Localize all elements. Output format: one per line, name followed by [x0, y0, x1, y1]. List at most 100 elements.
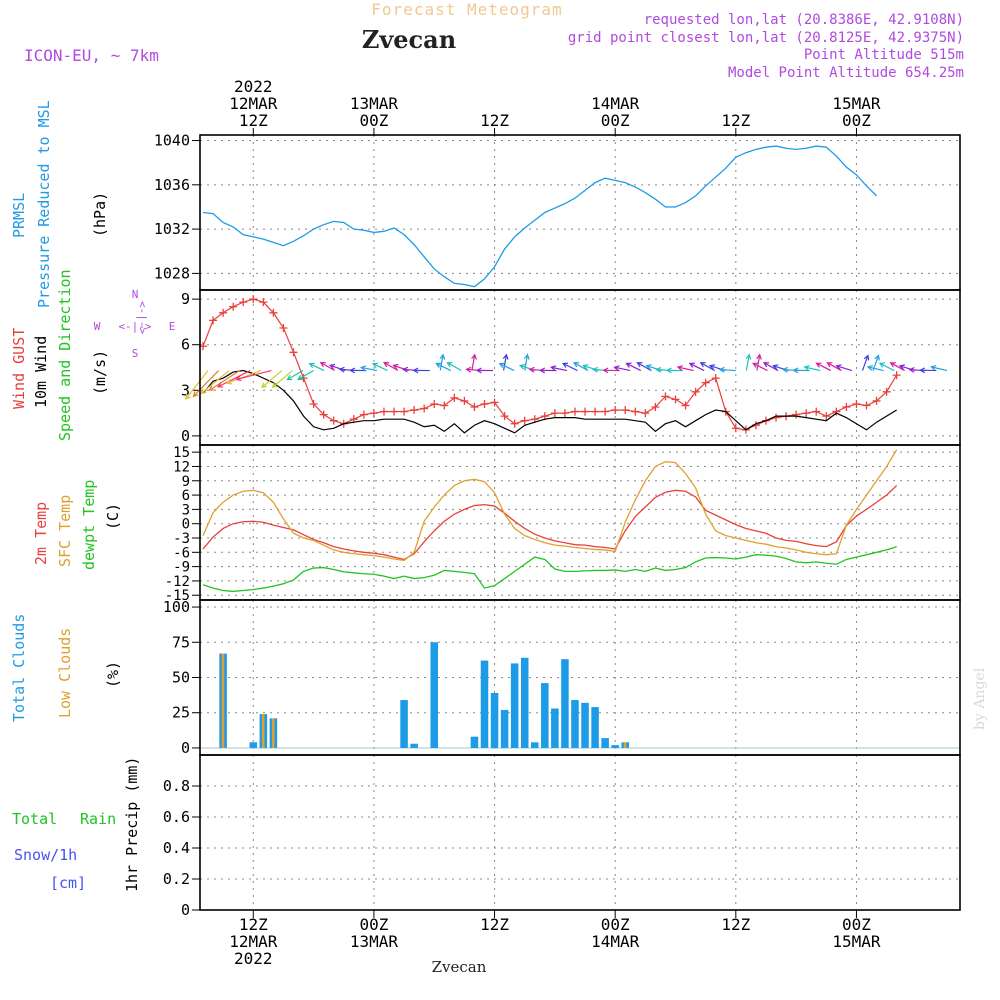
- wind-direction-arrowhead: [908, 366, 915, 373]
- wind-10m-line: [202, 369, 897, 434]
- top-axis-label: 00Z: [601, 111, 630, 130]
- wind-gust-marker: [621, 406, 630, 415]
- wind-gust-marker: [500, 412, 509, 421]
- signature: by Angel: [972, 667, 988, 730]
- precip-panel: 0 0.2 0.4 0.6 0.8: [163, 754, 961, 919]
- wind-ytick-label: 3: [181, 381, 190, 399]
- wind-direction-arrow: [447, 362, 462, 372]
- wind-direction-arrowhead: [688, 362, 695, 368]
- wind-direction-arrow: [272, 370, 293, 388]
- wind-direction-arrowhead: [271, 382, 278, 389]
- bottom-axis-label: 12Z: [480, 915, 509, 934]
- wind-direction-arrowhead: [756, 353, 762, 360]
- total-cloud-bar: [470, 736, 479, 748]
- precip-rain-label: Rain: [80, 810, 116, 828]
- wind-gust-marker: [882, 387, 891, 396]
- precip-cm-label: [cm]: [50, 874, 86, 892]
- wind-direction-arrowhead: [498, 362, 505, 368]
- wind-direction-arrowhead: [338, 366, 345, 373]
- bottom-axis-label: 13MAR: [350, 932, 399, 951]
- wind-direction-arrowhead: [550, 365, 557, 371]
- wind-gust-marker: [852, 399, 861, 408]
- wind-direction-arrow: [524, 354, 529, 371]
- wind-direction-arrowhead: [518, 364, 526, 370]
- pressure-ytick-label: 1040: [154, 132, 190, 150]
- total-cloud-bar: [571, 700, 579, 748]
- pressure-ytick-label: 1032: [154, 220, 190, 238]
- gridpoint-location: grid point closest lon,lat (20.8125E, 42…: [568, 30, 964, 46]
- wind-direction-arrowhead: [613, 365, 620, 371]
- wind-direction-arrowhead: [866, 365, 873, 371]
- wind-gust-marker: [701, 378, 710, 387]
- wind-direction-arrow: [309, 363, 325, 372]
- total-cloud-bar: [561, 659, 569, 748]
- wind-direction-arrowhead: [792, 367, 799, 374]
- wind-gust-marker: [591, 407, 600, 416]
- wind-gust-marker: [570, 407, 579, 416]
- wind-direction-arrowhead: [898, 364, 905, 370]
- bottom-axis-label: 00Z: [842, 915, 871, 934]
- chart-title: Forecast Meteogram: [371, 0, 562, 19]
- precip-frame: [199, 754, 961, 911]
- wind-direction-arrowhead: [665, 367, 672, 374]
- total-cloud-bar: [500, 709, 509, 748]
- wind-direction-arrowhead: [781, 366, 788, 373]
- wind-gust-marker: [239, 298, 248, 307]
- wind-direction-arrowhead: [762, 362, 770, 368]
- wind-direction-arrow: [867, 366, 884, 372]
- temp-ytick-label: 9: [182, 474, 190, 490]
- location-name: Zvecan: [362, 25, 456, 54]
- total-cloud-bar: [490, 693, 499, 748]
- wind-direction-arrowhead: [708, 364, 716, 370]
- wind-direction-arrow: [200, 370, 230, 394]
- wind-direction-arrowhead: [863, 354, 870, 361]
- wind-direction-arrowhead: [328, 363, 336, 370]
- wind-direction-arrow: [689, 362, 705, 372]
- total-cloud-bar: [249, 742, 258, 748]
- wind-direction-arrow: [217, 370, 251, 388]
- wind-gust-marker: [550, 409, 559, 418]
- wind-direction-arrowhead: [349, 367, 356, 374]
- total-cloud-bar: [611, 745, 619, 748]
- wind-direction-arrow: [804, 366, 821, 372]
- wind-gust-marker: [319, 410, 328, 419]
- wind-gust-marker: [832, 407, 841, 416]
- wind-gust-marker: [802, 409, 811, 418]
- wind-gust-marker: [691, 387, 700, 396]
- temp-sfc-line: [202, 449, 898, 562]
- wind-direction-arrowhead: [446, 362, 453, 368]
- wind-direction-arrowhead: [200, 388, 207, 395]
- wind-gust-marker: [420, 404, 429, 413]
- wind-direction-arrow: [372, 363, 388, 372]
- wind-gust-marker: [289, 348, 298, 357]
- total-cloud-bar: [591, 707, 599, 748]
- wind-direction-arrowhead: [465, 366, 472, 373]
- wind-gust-label: Wind GUST: [10, 328, 28, 409]
- wind-gust-marker: [641, 409, 650, 418]
- wind-direction-arrow: [297, 370, 314, 381]
- wind-direction-arrow: [573, 362, 589, 372]
- cloud-labels: Total Clouds Low Clouds (%): [10, 614, 122, 722]
- temp-dewpt-label: dewpt Temp: [80, 480, 98, 570]
- precip-snow-label: Snow/1h: [14, 846, 77, 864]
- temp-dewpt-line: [202, 545, 897, 593]
- precip-total-label: Total: [12, 810, 57, 828]
- temp-frame: [199, 444, 961, 601]
- precip-unit: 1hr Precip (mm): [123, 757, 141, 892]
- top-axis-label: 00Z: [359, 111, 388, 130]
- wind-gust-marker: [480, 399, 489, 408]
- total-cloud-bar: [541, 683, 549, 748]
- wind-gust-marker: [470, 403, 479, 412]
- pressure-panel: 1028 1032 1036 1040: [154, 132, 961, 291]
- total-cloud-bar: [430, 642, 439, 748]
- wind-gust-marker: [862, 401, 871, 410]
- wind-direction-arrowhead: [539, 367, 546, 374]
- temp-ytick-label: 15: [173, 445, 190, 461]
- wind-gust-marker: [309, 399, 318, 408]
- wind-gust-marker: [359, 410, 368, 419]
- wind-direction-arrowhead: [308, 362, 315, 369]
- top-axis-label: 12Z: [721, 111, 750, 130]
- low-clouds-label: Low Clouds: [56, 628, 74, 718]
- wind-gust-marker: [379, 407, 388, 416]
- wind-direction-arrowhead: [412, 367, 419, 374]
